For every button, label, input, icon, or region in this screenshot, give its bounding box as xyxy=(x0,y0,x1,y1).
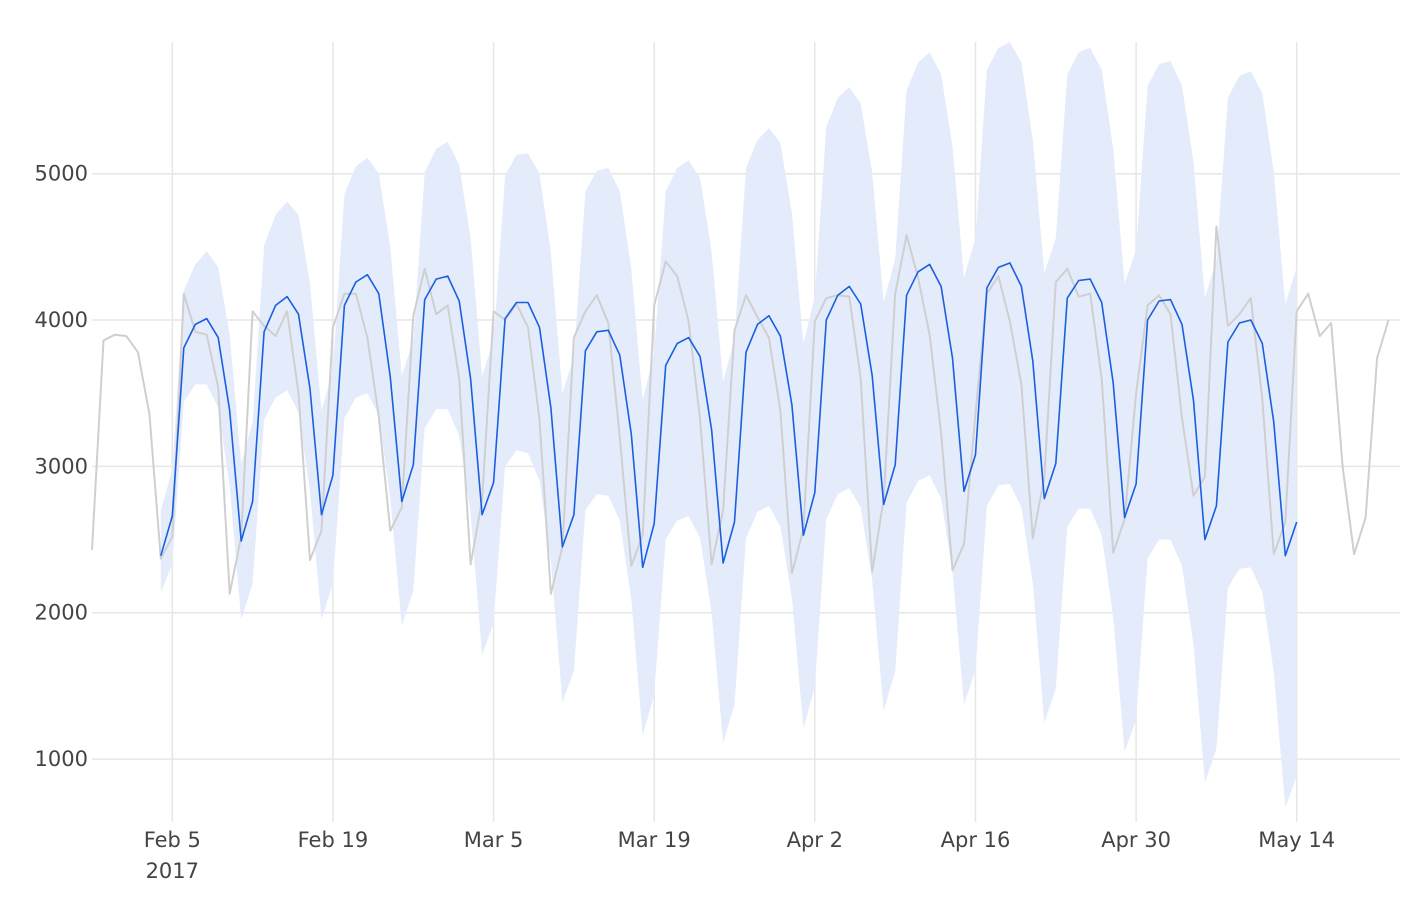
forecast-series-layer xyxy=(160,262,1298,569)
x-tick-label: Apr 2 xyxy=(787,828,843,852)
x-tick-label: Feb 5 xyxy=(144,828,201,852)
x-tick-label: Apr 16 xyxy=(941,828,1011,852)
x-tick-label: Mar 5 xyxy=(464,828,524,852)
x-tick-label: Apr 30 xyxy=(1101,828,1171,852)
y-tick-label: 5000 xyxy=(35,162,88,186)
observed-series-line xyxy=(91,225,1390,595)
x-tick-sublabel: 2017 xyxy=(146,859,199,883)
y-axis-tick-labels: 1000 2000 3000 4000 5000 xyxy=(35,162,88,771)
y-tick-label: 3000 xyxy=(35,454,88,478)
observed-series-layer xyxy=(91,225,1390,595)
forecast-series-line xyxy=(160,262,1298,569)
x-tick-label: Mar 19 xyxy=(618,828,691,852)
x-axis-tick-labels: Feb 5 2017 Feb 19 Mar 5 Mar 19 Apr 2 Apr 16 Apr… xyxy=(144,828,1335,883)
x-tick-label: May 14 xyxy=(1258,828,1335,852)
y-tick-label: 4000 xyxy=(35,308,88,332)
y-tick-label: 1000 xyxy=(35,747,88,771)
x-tick-label: Feb 19 xyxy=(298,828,369,852)
y-tick-label: 2000 xyxy=(35,601,88,625)
